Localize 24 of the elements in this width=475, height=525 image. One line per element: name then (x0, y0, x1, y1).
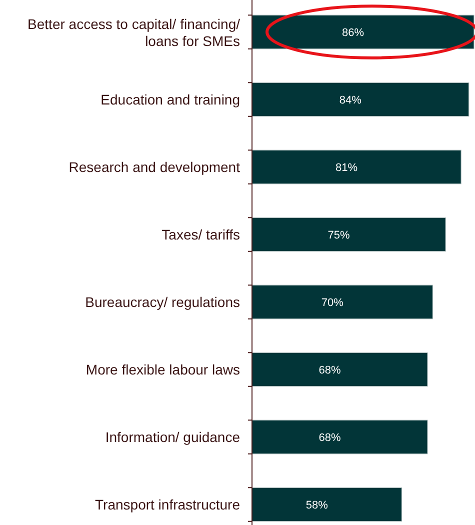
bar (252, 150, 462, 184)
bar (252, 217, 446, 252)
data-label: 70% (321, 297, 344, 309)
data-label: 81% (336, 162, 358, 174)
bar (252, 487, 402, 522)
data-label: 68% (318, 432, 341, 444)
data-label: 75% (328, 230, 350, 242)
bar (252, 420, 428, 454)
y-tick-label: Better access to capital/ financing/ loans for SMEs (28, 16, 240, 49)
data-label: 84% (339, 94, 362, 106)
data-label: 68% (318, 364, 341, 376)
bar (252, 14, 474, 50)
y-tick-label: More flexible labour laws (86, 362, 240, 378)
bar (252, 352, 428, 387)
y-tick-label: Research and development (68, 159, 240, 175)
data-label: 86% (342, 27, 364, 39)
y-tick-label: Taxes/ tariffs (162, 226, 240, 242)
y-tick-label: Information/ guidance (105, 429, 240, 445)
bar (252, 284, 433, 320)
y-tick-label: Transport infrastructure (95, 496, 240, 512)
y-tick-label: Bureaucracy/ regulations (85, 294, 240, 310)
y-tick-label: Education and training (100, 92, 240, 108)
bar (252, 82, 470, 117)
data-label: 58% (306, 500, 328, 512)
